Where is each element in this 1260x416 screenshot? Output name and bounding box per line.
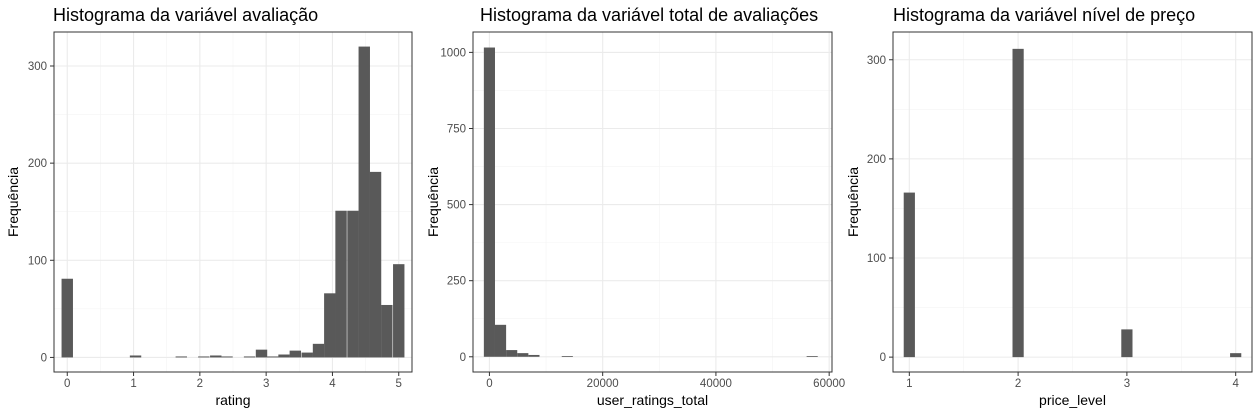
histogram-bar: [324, 293, 336, 358]
y-axis-label: Frequência: [845, 167, 861, 237]
histogram-bar: [528, 354, 540, 357]
panel-border: [892, 31, 1253, 373]
histogram-panel-1: 0 1 2 3 4 5 0 100 200 300 Histograma da variável a…: [5, 5, 413, 408]
histogram-bar: [129, 355, 142, 358]
histogram-bar: [806, 356, 818, 357]
histogram-bar: [393, 264, 405, 358]
x-tick-label: 2: [1015, 378, 1021, 390]
x-tick-label: 4: [329, 378, 336, 390]
chart-title: Histograma da variável avaliação: [53, 5, 318, 25]
histogram-bar: [267, 356, 279, 358]
histogram-bar: [278, 354, 290, 358]
histogram-panel-3: 1 2 3 4 0 100 200 300 Histograma da variável nív…: [845, 5, 1253, 408]
x-tick-label: 0: [64, 378, 70, 390]
chart-title: Histograma da variável total de avaliaçõ…: [480, 5, 818, 25]
histogram-bar: [221, 356, 233, 358]
y-tick-label: 750: [447, 123, 466, 135]
x-tick-label: 3: [1124, 378, 1130, 390]
y-tick-label: 1000: [440, 47, 466, 59]
y-axis-label: Frequência: [5, 167, 21, 237]
histogram-bar: [1230, 353, 1242, 358]
x-tick-label: 1: [906, 378, 912, 390]
histogram-bar: [494, 324, 507, 357]
histogram-bar: [198, 356, 210, 358]
histogram-bar: [312, 343, 325, 358]
y-tick-label: 300: [28, 61, 47, 73]
y-tick-label: 200: [28, 158, 47, 170]
panel-border: [472, 31, 833, 373]
x-tick-label: 40000: [700, 378, 732, 390]
histogram-bar: [61, 278, 73, 358]
y-tick-label: 300: [867, 55, 886, 67]
y-tick-label: 0: [880, 352, 886, 364]
y-tick-label: 100: [28, 255, 47, 267]
x-tick-label: 1: [130, 378, 136, 390]
plot-background: [473, 32, 832, 372]
histogram-panel-2: 0 20000 40000 60000 0 250 500 750 1000 Histograma…: [425, 5, 845, 408]
y-tick-label: 200: [867, 154, 886, 166]
x-tick-label: 20000: [587, 378, 619, 390]
histogram-bar: [358, 46, 370, 358]
y-tick-label: 250: [447, 276, 466, 288]
histogram-bar: [347, 210, 359, 358]
histogram-bar: [255, 349, 268, 358]
x-tick-label: 60000: [813, 378, 845, 390]
histogram-bar: [210, 355, 222, 358]
y-tick-label: 500: [447, 200, 466, 212]
histogram-bar: [335, 210, 347, 358]
panel-border: [53, 31, 413, 373]
histogram-bar: [506, 350, 518, 357]
x-tick-label: 2: [197, 378, 203, 390]
histogram-bar: [1121, 329, 1133, 358]
chart-title: Histograma da variável nível de preço: [893, 5, 1195, 25]
y-tick-label: 0: [41, 352, 47, 364]
histogram-bar: [369, 171, 382, 358]
y-tick-label: 0: [460, 352, 466, 364]
histogram-bar: [561, 356, 573, 357]
histogram-bar: [243, 356, 256, 358]
histogram-bar: [301, 352, 313, 358]
x-axis-label: price_level: [1039, 392, 1106, 408]
y-tick-label: 100: [867, 253, 886, 265]
histogram-bar: [1012, 48, 1024, 358]
histogram-bar: [517, 353, 529, 357]
x-axis-label: rating: [215, 392, 250, 408]
y-axis-label: Frequência: [425, 167, 441, 237]
x-tick-label: 4: [1232, 378, 1239, 390]
x-tick-label: 3: [263, 378, 269, 390]
x-axis-label: user_ratings_total: [597, 392, 708, 408]
histogram-bar: [483, 47, 495, 357]
histogram-bar: [903, 192, 915, 358]
histogram-bar: [381, 304, 393, 358]
histogram-bar: [175, 356, 187, 358]
x-tick-label: 0: [486, 378, 492, 390]
x-tick-label: 5: [396, 378, 402, 390]
histogram-bar: [289, 350, 302, 358]
